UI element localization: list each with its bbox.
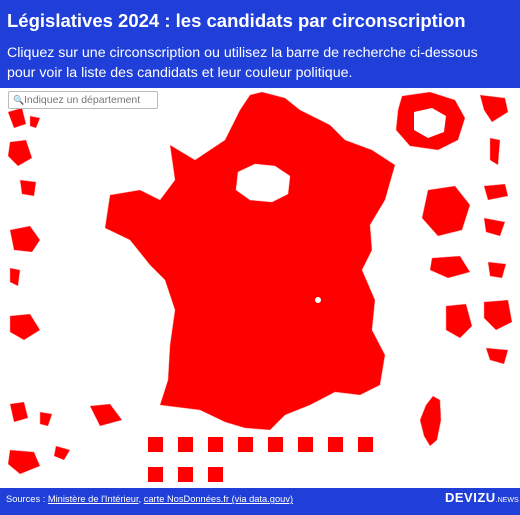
abroad-constituency[interactable] [208, 437, 223, 452]
abroad-constituency[interactable] [148, 437, 163, 452]
abroad-constituency[interactable] [178, 437, 193, 452]
paris-inset-core [414, 108, 446, 138]
inset-left-6[interactable] [9, 267, 21, 287]
sources-label: Sources : [6, 494, 46, 504]
inset-right-7[interactable] [487, 261, 507, 279]
footer: Sources : Ministère de l'Intérieur, cart… [6, 494, 293, 504]
corsica[interactable] [419, 395, 442, 447]
abroad-constituency[interactable] [238, 437, 253, 452]
inset-right-6[interactable] [429, 255, 471, 279]
ile-de-france [235, 163, 291, 203]
inset-left-1[interactable] [7, 107, 27, 129]
title: Législatives 2024 : les candidats par ci… [7, 10, 466, 31]
source-link[interactable]: Ministère de l'Intérieur [47, 494, 139, 504]
search-icon: 🔍 [13, 95, 25, 105]
search-box[interactable]: 🔍 Indiquez un département [8, 91, 158, 109]
inset-right-5[interactable] [483, 217, 506, 237]
logo-suffix: .NEWS [495, 497, 519, 504]
inset-left-5[interactable] [9, 225, 41, 253]
logo: DEVIZU.NEWS [445, 490, 519, 505]
separator: , [138, 494, 142, 504]
logo-text: DEVIZU [445, 490, 496, 505]
abroad-constituency[interactable] [268, 437, 283, 452]
inset-left-8[interactable] [9, 401, 29, 423]
search-placeholder: Indiquez un département [24, 94, 141, 106]
inset-right-1[interactable] [479, 94, 509, 123]
inset-right-2[interactable] [489, 137, 501, 166]
source-link[interactable]: carte NosDonnées.fr (via data.gouv) [143, 494, 294, 504]
inset-left-7[interactable] [9, 313, 41, 341]
france-mainland[interactable] [104, 91, 396, 431]
inset-right-4[interactable] [421, 185, 471, 237]
lyon [315, 297, 321, 303]
inset-left-11[interactable] [7, 449, 41, 475]
inset-left-9[interactable] [39, 411, 53, 427]
abroad-constituency[interactable] [298, 437, 313, 452]
abroad-constituency[interactable] [208, 467, 223, 482]
inset-left-2[interactable] [29, 115, 41, 129]
abroad-constituency[interactable] [328, 437, 343, 452]
abroad-constituency[interactable] [178, 467, 193, 482]
inset-right-8[interactable] [445, 303, 473, 339]
inset-right-3[interactable] [483, 183, 509, 201]
inset-left-3[interactable] [7, 139, 33, 167]
abroad-constituency[interactable] [148, 467, 163, 482]
subtitle: Cliquez sur une circonscription ou utili… [7, 45, 478, 81]
inset-right-9[interactable] [483, 299, 513, 331]
map [0, 88, 520, 488]
inset-left-4[interactable] [19, 179, 37, 197]
inset-left-10[interactable] [89, 403, 123, 427]
inset-right-10[interactable] [485, 347, 509, 365]
inset-left-12[interactable] [53, 445, 71, 461]
abroad-constituency[interactable] [358, 437, 373, 452]
